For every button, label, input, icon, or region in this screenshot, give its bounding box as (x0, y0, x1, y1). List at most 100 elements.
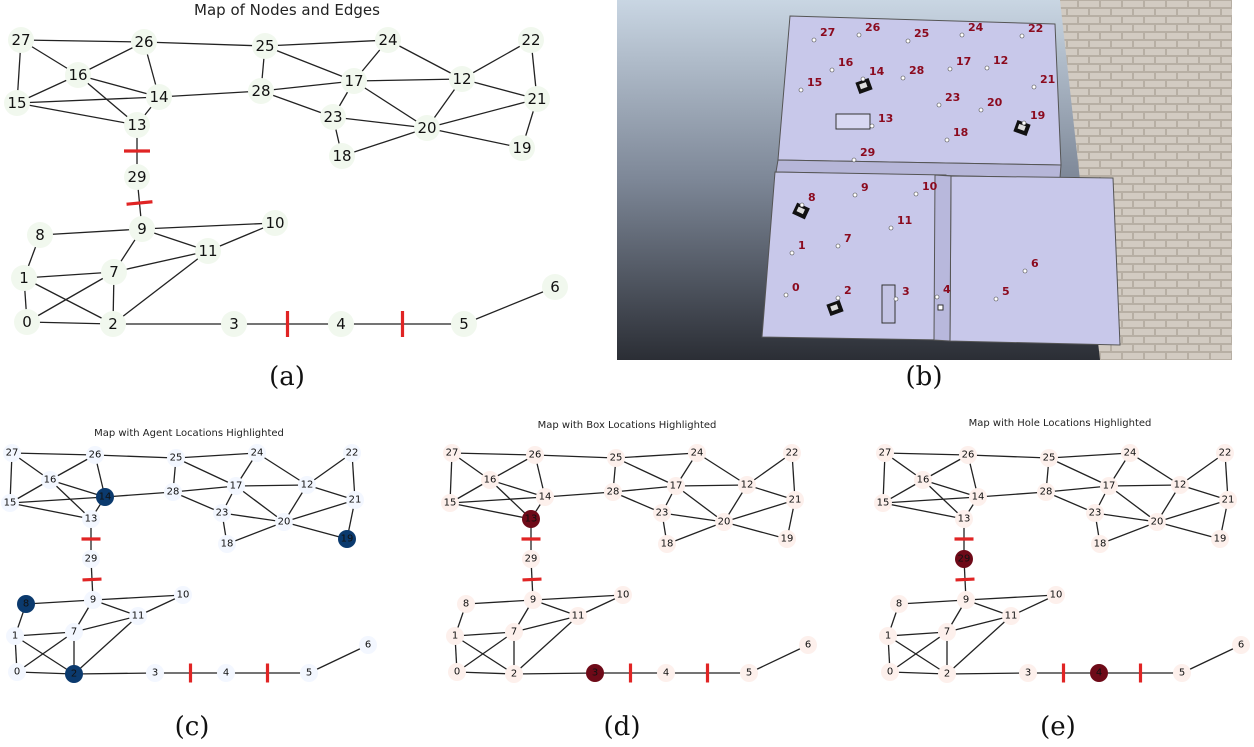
node-1 (446, 627, 464, 645)
node-7 (101, 259, 127, 285)
node-22 (1216, 444, 1234, 462)
node-label-18: 18 (1094, 539, 1107, 550)
edge-1-7 (454, 631, 515, 637)
node-28 (164, 483, 182, 501)
node-7 (938, 623, 956, 641)
node-20 (414, 115, 440, 141)
node-21 (346, 491, 364, 509)
sim-node-marker (798, 87, 804, 93)
node-label-20: 20 (417, 119, 436, 137)
edge-9-10 (92, 594, 184, 601)
node-28 (248, 78, 274, 104)
node-label-26: 26 (89, 450, 102, 461)
node-label-15: 15 (4, 498, 17, 509)
node-label-0: 0 (14, 667, 20, 678)
sim-node-marker (900, 75, 906, 81)
node-23 (1086, 504, 1104, 522)
caption-b: (b) (906, 362, 943, 392)
edge-9-10 (141, 222, 276, 230)
panel-title: Map with Hole Locations Highlighted (969, 418, 1152, 429)
node-label-16: 16 (484, 475, 497, 486)
node-4 (1090, 664, 1108, 682)
sim-node-label-12: 12 (993, 54, 1008, 67)
node-4 (657, 664, 675, 682)
node-label-19: 19 (781, 534, 794, 545)
node-29 (522, 550, 540, 568)
node-label-25: 25 (1043, 453, 1056, 464)
node-9 (957, 591, 975, 609)
node-8 (27, 222, 53, 248)
node-24 (248, 444, 266, 462)
edge-0-2 (26, 321, 114, 325)
node-label-15: 15 (444, 498, 457, 509)
sim-node-marker (959, 32, 965, 38)
edge-26-25 (94, 454, 177, 459)
edge-16-14 (922, 479, 979, 498)
node-26 (959, 446, 977, 464)
node-label-28: 28 (251, 82, 270, 100)
robot-agent (826, 299, 844, 317)
sim-node-marker (869, 123, 875, 129)
sim-node-marker (905, 38, 911, 44)
edge-17-20 (675, 485, 725, 523)
edge-23-20 (1094, 512, 1158, 523)
edge-0-2 (16, 671, 75, 675)
node-20 (275, 513, 293, 531)
edge-23-20 (332, 116, 428, 129)
node-label-15: 15 (7, 94, 26, 112)
node-23 (320, 104, 346, 130)
node-label-22: 22 (786, 448, 799, 459)
node-10 (614, 586, 632, 604)
caption-d: (d) (604, 712, 641, 742)
node-9 (84, 591, 102, 609)
node-label-24: 24 (691, 448, 704, 459)
node-27 (3, 444, 21, 462)
node-7 (65, 623, 83, 641)
sim-node-label-5: 5 (1002, 285, 1010, 298)
edge-11-7 (513, 615, 579, 633)
sim-node-label-28: 28 (909, 64, 924, 77)
node-12 (738, 476, 756, 494)
node-19 (1211, 530, 1229, 548)
edge-26-25 (967, 454, 1050, 459)
node-1 (11, 265, 37, 291)
node-label-29: 29 (525, 554, 538, 565)
edge-26-25 (534, 454, 617, 459)
edge-5-6 (463, 286, 556, 325)
node-label-10: 10 (617, 590, 630, 601)
node-label-2: 2 (108, 315, 118, 333)
node-2 (100, 311, 126, 337)
node-12 (449, 66, 475, 92)
node-label-0: 0 (22, 313, 32, 331)
blocked-edge-marker (955, 577, 975, 582)
edge-20-19 (1156, 521, 1221, 540)
edge-20-19 (283, 521, 348, 540)
node-10 (1047, 586, 1065, 604)
node-18 (658, 535, 676, 553)
node-label-22: 22 (521, 31, 540, 49)
edge-15-13 (16, 102, 138, 126)
sim-node-marker (893, 296, 899, 302)
node-label-2: 2 (511, 669, 517, 680)
edge-17-12 (235, 484, 308, 487)
node-label-10: 10 (265, 214, 284, 232)
node-22 (343, 444, 361, 462)
sim-node-label-6: 6 (1031, 257, 1039, 270)
sim-node-label-21: 21 (1040, 73, 1055, 86)
node-label-5: 5 (1179, 668, 1185, 679)
node-label-20: 20 (718, 517, 731, 528)
node-27 (8, 27, 34, 53)
node-label-6: 6 (550, 278, 560, 296)
sim-node-label-2: 2 (844, 284, 852, 297)
edge-20-18 (341, 127, 428, 157)
sim-node-label-26: 26 (865, 21, 881, 34)
node-1 (879, 627, 897, 645)
node-15 (441, 494, 459, 512)
node-label-19: 19 (1214, 534, 1227, 545)
node-label-26: 26 (134, 33, 153, 51)
node-9 (129, 216, 155, 242)
node-14 (146, 84, 172, 110)
node-18 (329, 143, 355, 169)
edge-7-0 (26, 271, 115, 323)
